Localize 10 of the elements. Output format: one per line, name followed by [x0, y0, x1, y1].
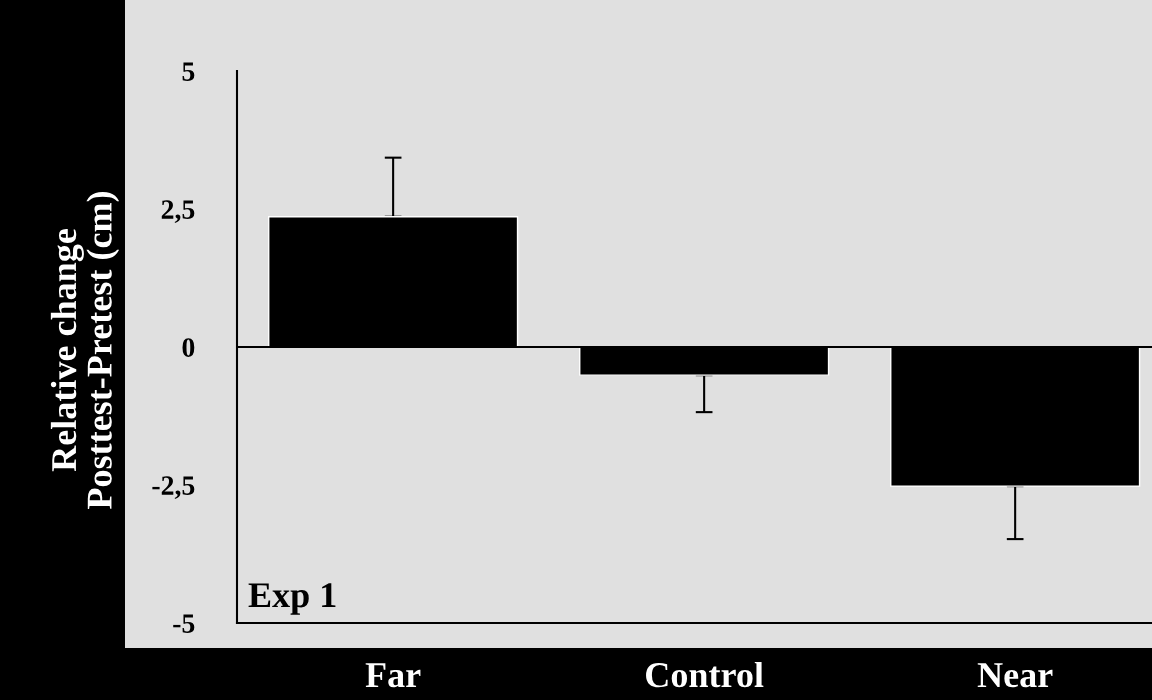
y-tick-label: 0 [182, 338, 195, 357]
y-tick-label: 2,5 [161, 200, 195, 223]
x-tick-label: Control [646, 661, 764, 688]
y-tick-label: 5 [182, 62, 195, 81]
annotation: Exp 1 [248, 583, 336, 615]
y-axis-title: Relative change Posttest-Pretest (cm) [50, 192, 120, 509]
y-tick-label: -2,5 [152, 476, 195, 499]
x-tick-label: Near [977, 663, 1053, 688]
y-tick-label: -5 [173, 614, 195, 633]
x-tick-label: Far [365, 663, 421, 688]
